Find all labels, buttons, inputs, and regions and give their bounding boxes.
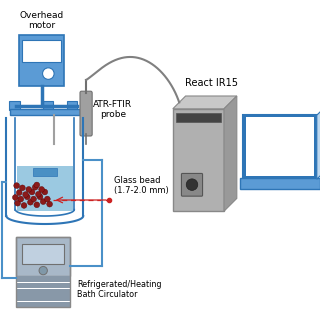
Circle shape bbox=[21, 203, 27, 208]
Text: ATR-FTIR
probe: ATR-FTIR probe bbox=[93, 100, 132, 119]
Circle shape bbox=[14, 183, 20, 188]
FancyBboxPatch shape bbox=[16, 295, 70, 301]
Circle shape bbox=[23, 192, 28, 197]
Text: Glass bead
(1.7-2.0 mm): Glass bead (1.7-2.0 mm) bbox=[114, 176, 168, 195]
Circle shape bbox=[36, 191, 41, 197]
Circle shape bbox=[20, 185, 25, 191]
Circle shape bbox=[186, 179, 198, 190]
Polygon shape bbox=[224, 96, 237, 211]
Circle shape bbox=[29, 189, 35, 195]
FancyBboxPatch shape bbox=[16, 302, 70, 307]
Circle shape bbox=[34, 202, 40, 208]
FancyBboxPatch shape bbox=[173, 109, 224, 211]
Circle shape bbox=[39, 267, 47, 275]
Polygon shape bbox=[17, 166, 73, 211]
Circle shape bbox=[15, 200, 20, 206]
Circle shape bbox=[37, 194, 43, 200]
Circle shape bbox=[47, 201, 52, 207]
Text: React IR15: React IR15 bbox=[185, 78, 238, 88]
FancyBboxPatch shape bbox=[243, 115, 317, 179]
FancyBboxPatch shape bbox=[16, 237, 70, 276]
FancyBboxPatch shape bbox=[33, 168, 57, 176]
Text: Overhead
motor: Overhead motor bbox=[20, 11, 64, 30]
Circle shape bbox=[12, 195, 18, 200]
Circle shape bbox=[28, 199, 33, 205]
Circle shape bbox=[31, 196, 36, 202]
Circle shape bbox=[44, 196, 50, 202]
Circle shape bbox=[32, 184, 38, 190]
Circle shape bbox=[18, 196, 24, 202]
FancyBboxPatch shape bbox=[240, 178, 320, 189]
Polygon shape bbox=[173, 96, 237, 109]
FancyBboxPatch shape bbox=[176, 113, 221, 122]
Circle shape bbox=[24, 194, 30, 200]
Circle shape bbox=[43, 68, 54, 79]
FancyBboxPatch shape bbox=[67, 101, 77, 110]
Circle shape bbox=[39, 187, 44, 192]
Polygon shape bbox=[317, 110, 320, 179]
FancyBboxPatch shape bbox=[80, 91, 92, 136]
FancyBboxPatch shape bbox=[246, 117, 314, 176]
Circle shape bbox=[34, 182, 40, 188]
FancyBboxPatch shape bbox=[19, 35, 64, 86]
FancyBboxPatch shape bbox=[10, 109, 80, 115]
FancyBboxPatch shape bbox=[16, 283, 70, 288]
FancyBboxPatch shape bbox=[22, 244, 64, 264]
Text: Refrigerated/Heating
Bath Circulator: Refrigerated/Heating Bath Circulator bbox=[77, 280, 161, 299]
FancyBboxPatch shape bbox=[9, 101, 20, 110]
FancyBboxPatch shape bbox=[22, 40, 61, 62]
Circle shape bbox=[42, 189, 48, 195]
Circle shape bbox=[26, 187, 32, 192]
FancyBboxPatch shape bbox=[43, 101, 53, 110]
FancyBboxPatch shape bbox=[16, 276, 70, 282]
Circle shape bbox=[16, 190, 22, 196]
Circle shape bbox=[40, 199, 46, 204]
FancyBboxPatch shape bbox=[181, 173, 203, 196]
FancyBboxPatch shape bbox=[16, 289, 70, 294]
